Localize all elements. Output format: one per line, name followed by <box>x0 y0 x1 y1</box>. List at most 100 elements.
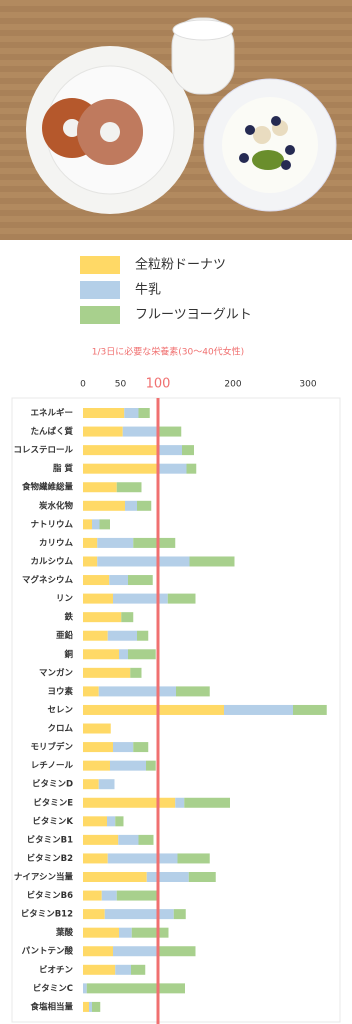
bar-segment <box>125 500 137 511</box>
y-tick-label: カルシウム <box>30 557 73 567</box>
bar-segment <box>116 482 142 493</box>
bar-segment <box>83 760 110 771</box>
bar-segment <box>167 593 196 604</box>
bar-segment <box>113 742 134 753</box>
bar-segment <box>158 946 196 957</box>
bar-segment <box>124 408 139 418</box>
bar-segment <box>83 1001 89 1012</box>
y-tick-label: セレン <box>47 705 73 715</box>
bar-segment <box>98 686 176 697</box>
y-tick-label: ビタミンK <box>32 816 73 827</box>
bar-segment <box>83 946 113 957</box>
bar-segment <box>83 482 117 493</box>
y-tick-label: 銅 <box>63 649 73 660</box>
bar-segment <box>89 1001 92 1012</box>
y-tick-label: ナイアシン当量 <box>14 872 74 883</box>
y-tick-label: ビタミンC <box>33 983 73 994</box>
bar-segment <box>92 1001 101 1012</box>
y-tick-label: たんぱく質 <box>30 426 73 437</box>
bar-segment <box>186 463 197 474</box>
y-tick-label: 鉄 <box>64 612 73 623</box>
bar-segment <box>92 519 100 530</box>
bar-segment <box>138 408 150 418</box>
bar-segment <box>176 686 210 697</box>
bar-segment <box>188 872 216 882</box>
legend-swatch <box>80 256 120 274</box>
bar-segment <box>99 519 110 530</box>
bar-segment <box>189 556 235 567</box>
y-tick-label: ビオチン <box>39 964 74 975</box>
bar-segment <box>137 630 149 641</box>
bar-segment <box>83 593 113 604</box>
bar-segment <box>146 872 189 882</box>
bar-segment <box>83 463 158 474</box>
bar-segment <box>173 909 186 920</box>
bar-segment <box>131 927 169 938</box>
bar-segment <box>83 445 158 456</box>
bar-segment <box>83 723 111 734</box>
bar-segment <box>156 426 182 437</box>
bar-segment <box>97 556 190 567</box>
y-tick-label: モリブデン <box>30 742 73 753</box>
y-tick-label: ビタミンE <box>33 797 73 808</box>
bar-segment <box>83 519 92 530</box>
bar-segment <box>128 649 156 660</box>
bar-segment <box>138 834 154 845</box>
bar-segment <box>133 537 176 548</box>
bar-segment <box>122 426 157 437</box>
bar-segment <box>118 834 139 845</box>
y-tick-label: カリウム <box>39 538 74 548</box>
bar-segment <box>128 575 153 586</box>
bar-segment <box>83 575 110 586</box>
bar-segment <box>83 816 107 827</box>
legend-swatch <box>80 281 120 299</box>
x-tick-label: 300 <box>299 380 316 390</box>
bar-segment <box>121 612 134 623</box>
y-tick-label: レチノール <box>31 761 74 771</box>
bar-segment <box>146 760 156 771</box>
y-tick-label: ヨウ素 <box>47 686 73 697</box>
bar-segment <box>107 853 178 864</box>
y-tick-label: パントテン酸 <box>22 946 74 957</box>
bar-segment <box>83 612 122 623</box>
bar-segment <box>83 872 147 882</box>
bar-segment <box>115 964 131 975</box>
bar-segment <box>224 704 293 715</box>
y-tick-label: ビタミンB2 <box>27 853 73 864</box>
x-tick-label: 200 <box>224 380 241 390</box>
y-tick-label: エネルギー <box>30 408 73 419</box>
bar-segment <box>83 649 119 660</box>
bar-segment <box>107 816 116 827</box>
chart-title: 1/3日に必要な栄養素(30～40代女性) <box>92 346 244 358</box>
y-tick-label: 脂 質 <box>52 463 73 474</box>
y-tick-label: ナトリウム <box>30 520 73 530</box>
bar-segment <box>83 927 119 938</box>
bar-segment <box>113 593 168 604</box>
x-tick-label: 50 <box>115 380 127 390</box>
bar-segment <box>115 816 124 827</box>
bar-segment <box>83 408 125 418</box>
bar-segment <box>119 927 132 938</box>
y-tick-label: 葉酸 <box>55 927 74 938</box>
bar-segment <box>83 742 113 753</box>
bar-segment <box>293 704 327 715</box>
bar-segment <box>177 853 210 864</box>
bar-segment <box>157 445 182 456</box>
bar-segment <box>83 426 123 437</box>
bar-segment <box>86 983 185 994</box>
bar-segment <box>83 556 98 567</box>
x-tick-label: 100 <box>146 377 171 392</box>
bar-segment <box>83 630 108 641</box>
bar-segment <box>110 760 146 771</box>
bar-segment <box>109 575 128 586</box>
bar-segment <box>83 500 125 511</box>
bar-segment <box>83 537 98 548</box>
legend-label: 全粒粉ドーナツ <box>135 257 226 273</box>
bar-segment <box>83 909 105 920</box>
bar-segment <box>137 500 152 511</box>
bar-segment <box>184 797 230 808</box>
bar-segment <box>83 704 224 715</box>
bar-segment <box>101 890 117 901</box>
bar-segment <box>83 686 99 697</box>
